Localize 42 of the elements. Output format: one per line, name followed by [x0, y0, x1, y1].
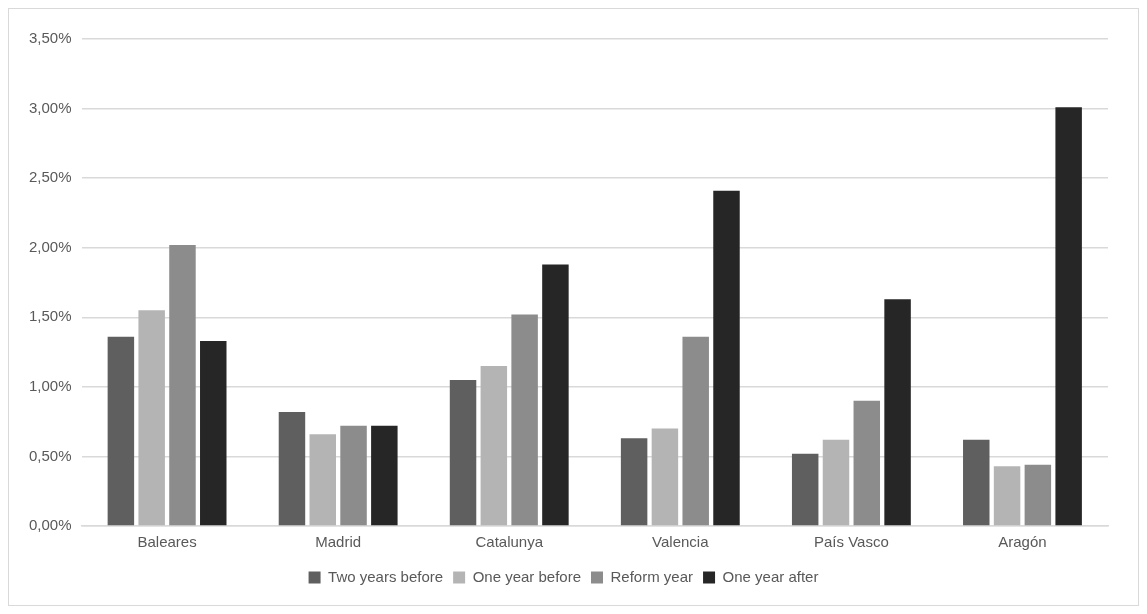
y-tick-label: 2,00%	[28, 237, 72, 255]
y-tick-label: 0,50%	[28, 446, 72, 464]
x-tick-label: País Vasco	[814, 533, 889, 551]
legend-label: Reform year	[610, 567, 694, 585]
bar	[1055, 107, 1082, 526]
y-tick-label: 3,00%	[28, 98, 72, 116]
bar	[309, 434, 336, 526]
bar	[138, 310, 165, 526]
bar	[713, 190, 740, 526]
y-tick-label: 1,00%	[28, 377, 72, 394]
bar	[449, 379, 477, 526]
bar	[542, 264, 569, 526]
y-tick-label: 2,50%	[28, 168, 72, 186]
x-tick-label: Baleares	[137, 533, 197, 551]
y-tick-label: 0,00%	[28, 516, 72, 534]
y-tick-label: 1,50%	[28, 307, 72, 325]
legend-label: Two years before	[328, 567, 444, 585]
x-tick-label: Valencia	[652, 533, 710, 551]
bar	[822, 439, 850, 526]
bar	[963, 439, 990, 526]
y-tick-label: 3,50%	[28, 29, 72, 47]
legend-label: One year before	[472, 567, 582, 585]
bar	[480, 365, 508, 526]
x-tick-label: Catalunya	[475, 533, 544, 551]
bar	[884, 299, 911, 526]
bar	[853, 400, 881, 526]
bar	[791, 453, 819, 526]
bar	[371, 425, 398, 526]
bar	[620, 438, 648, 526]
x-tick-label: Aragón	[998, 533, 1047, 551]
bar	[682, 336, 709, 526]
bar	[169, 244, 196, 526]
bar	[993, 466, 1021, 526]
legend-label: One year after	[722, 567, 819, 585]
x-tick-label: Madrid	[315, 533, 362, 551]
bar	[511, 314, 538, 526]
bar	[651, 428, 679, 526]
bar	[107, 336, 135, 526]
bar	[278, 411, 306, 526]
bar	[340, 425, 367, 526]
bar	[1024, 464, 1052, 526]
bar	[200, 340, 227, 526]
